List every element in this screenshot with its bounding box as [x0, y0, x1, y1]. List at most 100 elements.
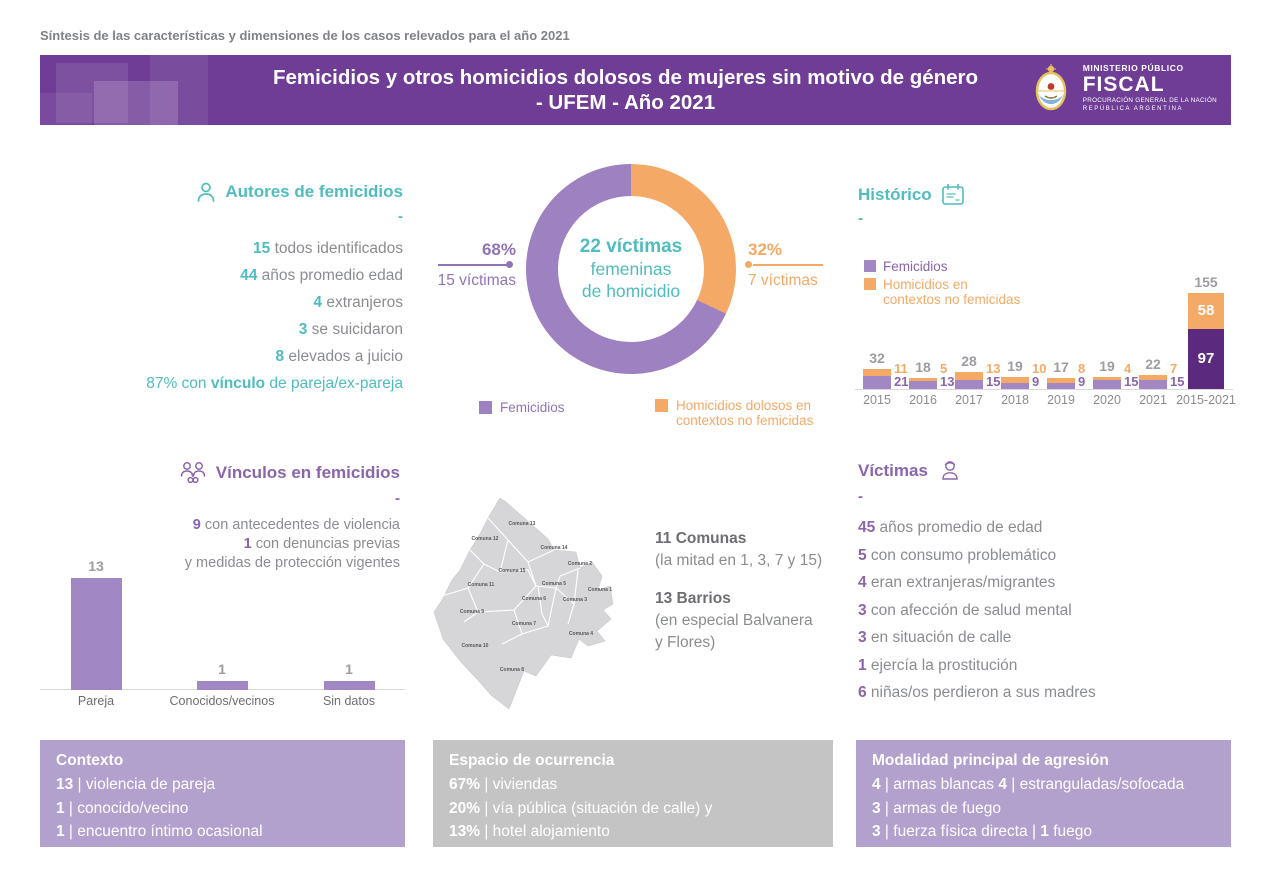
stat-text: eran extranjeras/migrantes — [866, 574, 1056, 591]
historico-side-labels: 10 9 — [1032, 361, 1047, 389]
historico-value-femicidios: 15 — [1124, 373, 1139, 389]
stat-text: años promedio edad — [257, 267, 403, 284]
historico-value-femicidios: 9 — [1032, 373, 1040, 389]
modalidad-box-rows: 4 | armas blancas 4 | estranguladas/sofo… — [872, 773, 1215, 844]
map-label: Comuna 13 — [509, 521, 536, 527]
section-vinculos-title-row: Vínculos en femicidios — [40, 460, 400, 486]
historico-bar-femicidios — [1047, 383, 1075, 389]
legend-label: Femicidios — [883, 259, 948, 274]
modalidad-box: Modalidad principal de agresión 4 | arma… — [856, 740, 1231, 847]
historico-bar-femicidios — [1093, 379, 1121, 389]
historico-year-label: 2019 — [1047, 393, 1075, 407]
comunas-count: 11 Comunas — [655, 530, 747, 547]
stat-line: 45 años promedio de edad — [858, 514, 1238, 542]
historico-bar-homicidios — [909, 377, 937, 381]
page-title-line1: Femicidios y otros homicidios dolosos de… — [272, 66, 979, 89]
legend-swatch-orange — [864, 278, 876, 290]
stat-line: 1 ejercía la prostitución — [858, 652, 1238, 680]
vinculos-bar — [70, 578, 122, 690]
page-title: Femicidios y otros homicidios dolosos de… — [220, 55, 1031, 125]
historico-bar-homicidios — [863, 369, 891, 376]
donut-center-line3: de homicidio — [581, 281, 681, 301]
section-victimas-title-row: Víctimas — [858, 458, 1238, 484]
map-label: Comuna 9 — [460, 609, 484, 615]
historico-side-labels: 5 13 — [940, 362, 955, 389]
stat-line: 4 eran extranjeras/migrantes — [858, 569, 1238, 597]
historico-bar-homicidios — [1001, 377, 1029, 384]
donut-right-percent: 32% — [748, 240, 783, 259]
stat-text: en situación de calle — [866, 629, 1012, 646]
section-victimas-dash: - — [858, 488, 863, 505]
stat-line: 13 | violencia de pareja — [56, 773, 389, 797]
logo-line3: PROCURACIÓN GENERAL DE LA NACIÓN — [1082, 96, 1217, 104]
historico-bar-femicidios — [1001, 383, 1029, 389]
section-victimas: Víctimas - 45 años promedio de edad 5 con… — [858, 458, 1238, 707]
stat-number: 3 — [298, 321, 308, 338]
stat-text: | fuerza física directa | — [880, 823, 1041, 840]
donut-left-label: 15 víctimas — [437, 272, 516, 289]
map-label: Comuna 11 — [468, 582, 495, 588]
espacio-box-title: Espacio de ocurrencia — [449, 752, 615, 769]
section-historico-dash: - — [858, 210, 863, 227]
stat-number: 4 — [872, 776, 881, 793]
historico-bar-femicidios — [1188, 328, 1224, 389]
vinculos-category-label: Sin datos — [322, 694, 376, 708]
historico-total-label: 28 — [961, 352, 977, 369]
vinculos-category-label: Pareja — [77, 694, 115, 708]
map-label: Comuna 4 — [569, 631, 593, 637]
stat-number: 1 — [243, 536, 252, 552]
stat-line: y medidas de protección vigentes — [40, 554, 400, 573]
stat-line: 4 | armas blancas 4 | estranguladas/sofo… — [872, 773, 1215, 797]
donut-center-line2: femeninas — [590, 259, 672, 279]
vinculos-bar — [323, 681, 375, 690]
stat-text: años promedio de edad — [875, 519, 1043, 536]
section-victimas-title: Víctimas — [858, 461, 928, 480]
stat-line: 9 con antecedentes de violencia — [40, 516, 400, 535]
map-label: Comuna 15 — [499, 568, 526, 574]
historico-bar-homicidios — [955, 371, 983, 380]
historico-value-homicidios: 4 — [1124, 361, 1132, 376]
stat-number: 15 — [253, 240, 271, 257]
coat-of-arms-icon — [1035, 64, 1066, 111]
map-label: Comuna 8 — [500, 667, 524, 673]
historico-stacked-bar-chart: 32 2015 11 21 18 2016 5 13 28 2017 13 15 19 2018 10 9 17… — [855, 266, 1237, 426]
donut-right-connector — [753, 264, 823, 266]
modalidad-box-title: Modalidad principal de agresión — [872, 752, 1109, 769]
stat-number: 13% — [449, 823, 481, 840]
caba-comunas-map: Comuna 13 Comuna 12 Comuna 14 Comuna 2 C… — [433, 497, 614, 710]
header-decor-square — [56, 63, 128, 123]
historico-value-homicidios: 8 — [1078, 361, 1086, 376]
historico-total-label: 19 — [1007, 358, 1023, 375]
person-icon — [198, 182, 215, 202]
map-label: Comuna 6 — [522, 596, 546, 602]
stat-text: extranjeros — [322, 294, 403, 311]
historico-value-homicidios: 10 — [1032, 361, 1047, 376]
espacio-box-rows: 67% | viviendas 20% | vía pública (situac… — [449, 773, 817, 844]
historico-legend-femicidios: Femicidios — [864, 259, 1020, 274]
historico-value-femicidios: 13 — [940, 373, 955, 389]
section-autores-dash: - — [398, 208, 403, 225]
stat-text: | armas blancas — [880, 776, 999, 793]
contexto-box-title: Contexto — [56, 752, 124, 769]
historico-bar-homicidios — [1093, 377, 1121, 380]
stat-number: 1 — [858, 656, 867, 674]
contexto-box-rows: 13 | violencia de pareja 1 | conocido/vec… — [56, 773, 389, 844]
vinculos-value-label: 1 — [345, 661, 353, 678]
vinculos-bar-chart: 13 Pareja 1 Conocidos/vecinos 1 Sin datos — [40, 548, 405, 718]
historico-side-labels: 11 21 — [894, 362, 908, 388]
stat-line: 1 | encuentro íntimo ocasional — [56, 820, 389, 844]
stat-number: 3 — [872, 823, 881, 840]
historico-value-femicidios: 15 — [1170, 373, 1185, 389]
vinculos-bar — [196, 681, 248, 690]
page-subtitle: Síntesis de las características y dimens… — [40, 28, 570, 43]
map-outline — [433, 497, 614, 710]
historico-inner-label-femicidios: 97 — [1197, 349, 1215, 367]
stat-number: 1 — [1040, 823, 1049, 840]
legend-swatch-purple — [864, 260, 876, 272]
stat-line: 3 | fuerza física directa | 1 fuego — [872, 820, 1215, 844]
stat-text: ejercía la prostitución — [866, 656, 1018, 674]
historico-side-labels: 7 15 — [1170, 362, 1185, 389]
legend-swatch-purple — [479, 401, 492, 414]
stat-number: 3 — [872, 799, 881, 817]
